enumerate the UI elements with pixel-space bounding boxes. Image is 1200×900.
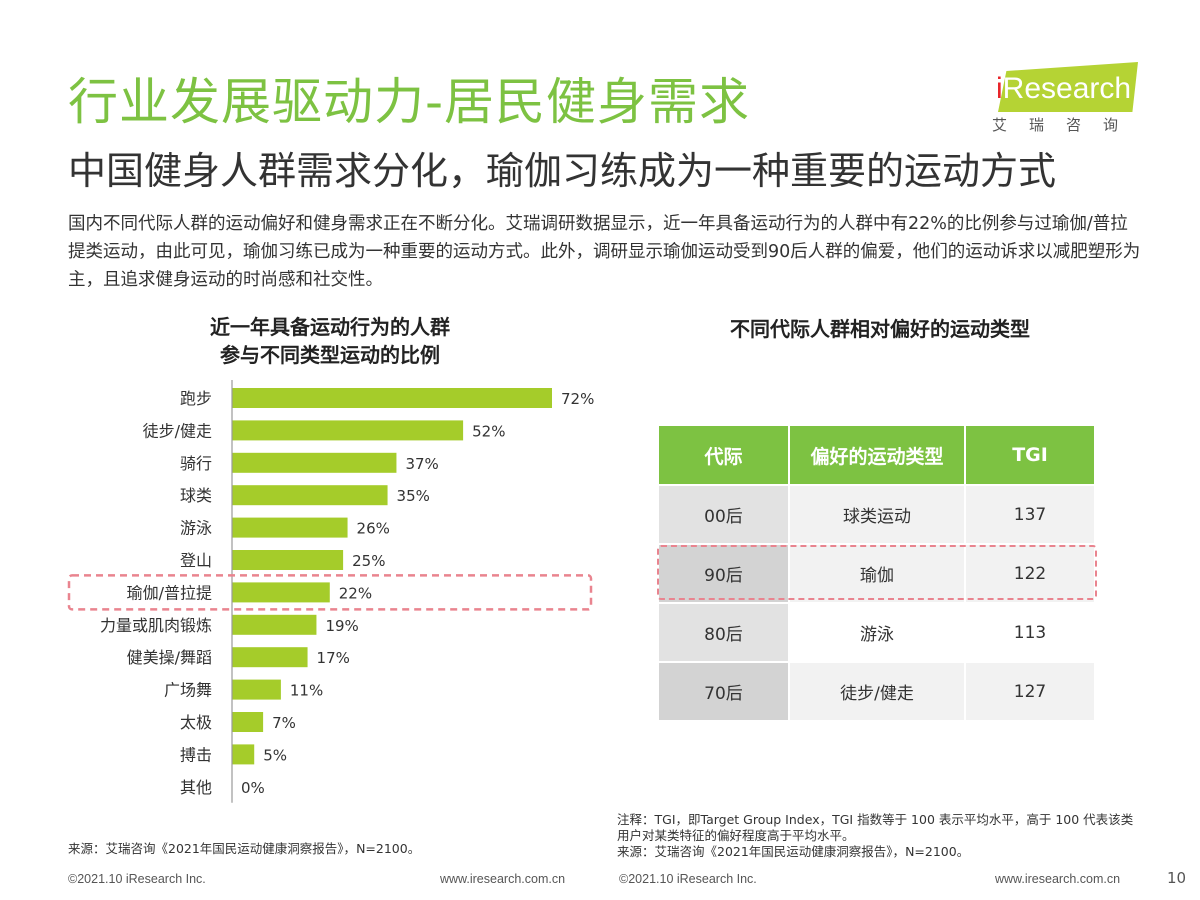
bar bbox=[232, 679, 281, 700]
cell-generation: 70后 bbox=[659, 661, 790, 720]
data-label: 5% bbox=[263, 746, 287, 764]
footer-url-left: www.iresearch.com.cn bbox=[440, 872, 566, 886]
data-label: 22% bbox=[339, 584, 372, 602]
iresearch-logo: iResearch 艾瑞咨询 bbox=[990, 62, 1140, 134]
bar bbox=[232, 517, 348, 538]
footer-copyright-right: ©2021.10 iResearch Inc. bbox=[619, 872, 757, 886]
highlight-box bbox=[67, 574, 593, 611]
left-source: 来源：艾瑞咨询《2021年国民运动健康洞察报告》，N=2100。 bbox=[68, 841, 421, 856]
right-source: 来源：艾瑞咨询《2021年国民运动健康洞察报告》，N=2100。 bbox=[617, 844, 970, 859]
category-label: 广场舞 bbox=[164, 681, 212, 700]
tgi-note: 注释：TGI，即Target Group Index，TGI 指数等于 100 … bbox=[617, 812, 1134, 843]
category-label: 登山 bbox=[180, 551, 212, 570]
category-label: 游泳 bbox=[180, 519, 212, 538]
cell-tgi: 137 bbox=[966, 484, 1094, 543]
table-highlight-box bbox=[657, 545, 1097, 600]
data-label: 7% bbox=[272, 714, 296, 732]
category-label: 徒步/健走 bbox=[143, 421, 212, 440]
footer-copyright-left: ©2021.10 iResearch Inc. bbox=[68, 872, 206, 886]
intro-paragraph: 国内不同代际人群的运动偏好和健身需求正在不断分化。艾瑞调研数据显示，近一年具备运… bbox=[68, 214, 1141, 290]
category-label: 力量或肌肉锻炼 bbox=[100, 616, 212, 635]
table-row: 80后 游泳 113 bbox=[659, 602, 1094, 661]
bar bbox=[232, 712, 264, 732]
chart-title-line-2: 参与不同类型运动的比例 bbox=[220, 343, 440, 367]
header-generation: 代际 bbox=[659, 426, 790, 484]
tgi-table: 代际 偏好的运动类型 TGI 00后 球类运动 137 90后 瑜伽 122 8… bbox=[659, 426, 1094, 720]
category-label: 骑行 bbox=[180, 454, 212, 473]
bar bbox=[232, 647, 308, 668]
cell-sport-type: 球类运动 bbox=[790, 484, 966, 543]
bar bbox=[232, 485, 388, 506]
data-label: 26% bbox=[357, 520, 390, 538]
cell-tgi: 122 bbox=[966, 543, 1094, 602]
data-label: 72% bbox=[561, 390, 594, 408]
bar bbox=[232, 582, 330, 603]
data-label: 0% bbox=[241, 779, 265, 797]
bar bbox=[232, 452, 397, 473]
header-tgi: TGI bbox=[966, 426, 1094, 484]
table-row: 00后 球类运动 137 bbox=[659, 484, 1094, 543]
table-row: 70后 徒步/健走 127 bbox=[659, 661, 1094, 720]
page-title: 行业发展驱动力-居民健身需求 bbox=[68, 73, 751, 131]
category-label: 搏击 bbox=[180, 745, 212, 764]
cell-sport-type: 瑜伽 bbox=[790, 543, 966, 602]
cell-tgi: 113 bbox=[966, 602, 1094, 661]
chart-title: 近一年具备运动行为的人群 参与不同类型运动的比例 bbox=[140, 313, 520, 369]
cell-generation: 00后 bbox=[659, 484, 790, 543]
bar bbox=[232, 744, 255, 765]
category-label: 太极 bbox=[180, 713, 212, 732]
table-row: 90后 瑜伽 122 bbox=[659, 543, 1094, 602]
table-note: 注释：TGI，即Target Group Index，TGI 指数等于 100 … bbox=[617, 812, 1137, 860]
data-label: 52% bbox=[472, 422, 505, 440]
cell-sport-type: 游泳 bbox=[790, 602, 966, 661]
category-label: 瑜伽/普拉提 bbox=[127, 583, 212, 602]
table-title: 不同代际人群相对偏好的运动类型 bbox=[730, 317, 1030, 341]
bar bbox=[232, 614, 317, 635]
logo-name: Research bbox=[1002, 72, 1132, 105]
bar bbox=[232, 420, 464, 441]
footer-url-right: www.iresearch.com.cn bbox=[995, 872, 1121, 886]
chart-title-line-1: 近一年具备运动行为的人群 bbox=[210, 315, 450, 339]
bar bbox=[232, 550, 344, 570]
logo-badge bbox=[998, 62, 1138, 112]
data-label: 11% bbox=[290, 682, 323, 700]
sport-participation-bar-chart: 跑步 72% 徒步/健走 52% 骑行 37% 球类 35% 游泳 26% 登山 25% 瑜伽/普拉提 2… bbox=[67, 380, 594, 803]
bar bbox=[232, 388, 552, 408]
logo-subtitle: 艾瑞咨询 bbox=[992, 116, 1141, 134]
page-number: 10 bbox=[1167, 869, 1187, 887]
page-subtitle: 中国健身人群需求分化，瑜伽习练成为一种重要的运动方式 bbox=[68, 149, 1057, 193]
category-label: 其他 bbox=[180, 778, 212, 797]
data-label: 17% bbox=[317, 649, 350, 667]
logo-wordmark: iResearch bbox=[996, 72, 1131, 106]
data-label: 19% bbox=[325, 617, 358, 635]
data-label: 25% bbox=[352, 552, 385, 570]
category-label: 球类 bbox=[180, 486, 212, 505]
cell-tgi: 127 bbox=[966, 661, 1094, 720]
data-label: 35% bbox=[397, 487, 430, 505]
header-sport-type: 偏好的运动类型 bbox=[790, 426, 966, 484]
table-header-row: 代际 偏好的运动类型 TGI bbox=[659, 426, 1094, 484]
cell-generation: 80后 bbox=[659, 602, 790, 661]
data-label: 37% bbox=[405, 455, 438, 473]
category-label: 跑步 bbox=[180, 389, 212, 408]
logo-prefix: i bbox=[996, 72, 1003, 105]
cell-generation: 90后 bbox=[659, 543, 790, 602]
cell-sport-type: 徒步/健走 bbox=[790, 661, 966, 720]
category-label: 健美操/舞蹈 bbox=[127, 648, 212, 667]
